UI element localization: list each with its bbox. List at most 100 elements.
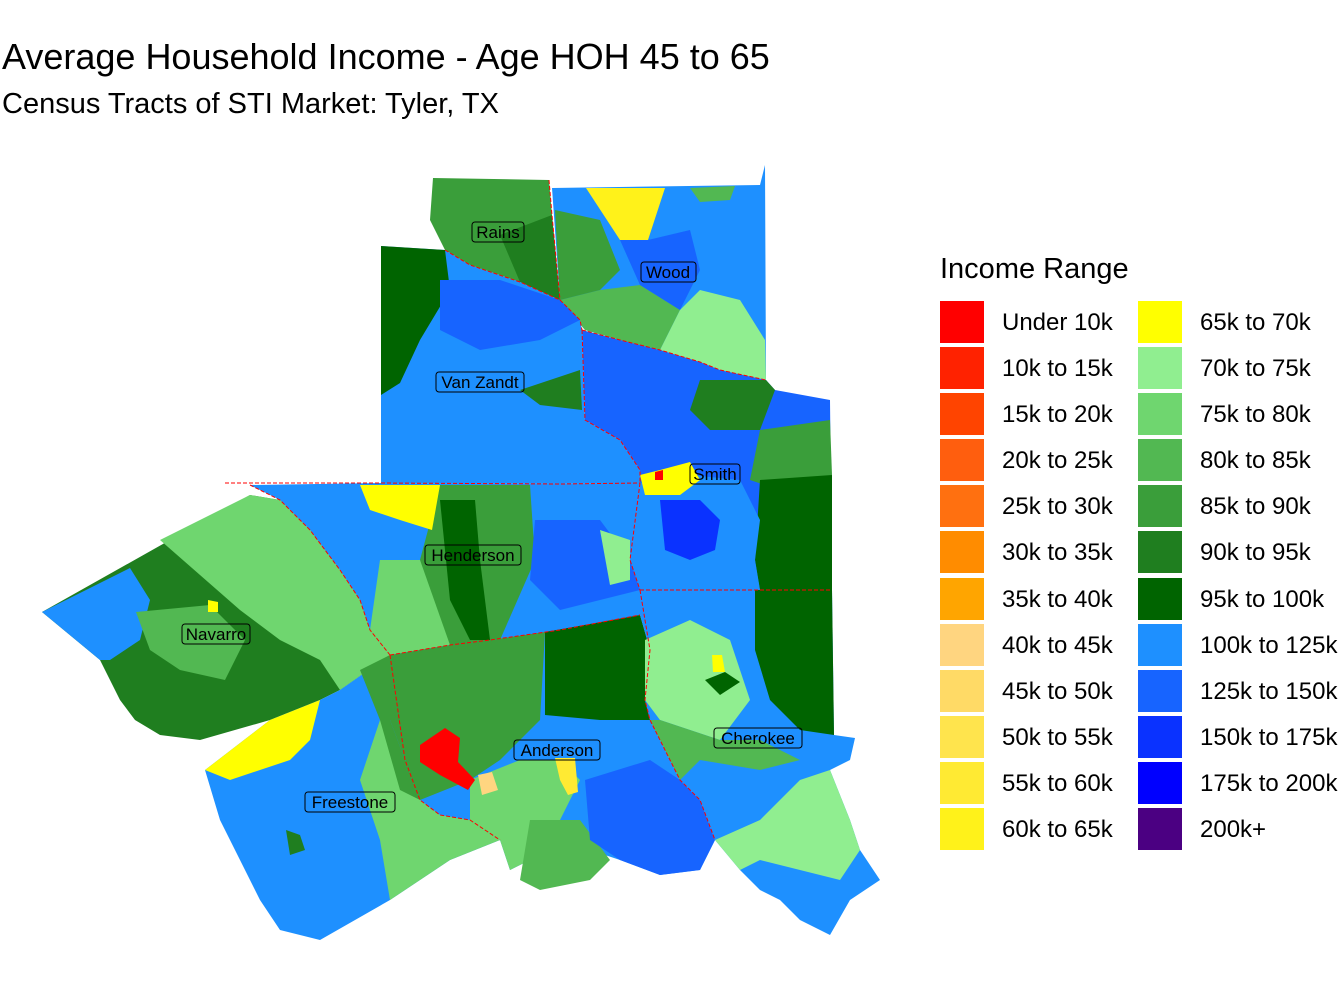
legend-swatch [1138, 301, 1182, 343]
legend-label: 45k to 50k [1002, 677, 1113, 705]
border-anderson-cherokee [639, 589, 716, 841]
tract-cherokee-yellow [712, 655, 725, 672]
legend-label: 90k to 95k [1200, 539, 1311, 567]
legend-label: 95k to 100k [1200, 585, 1325, 613]
legend-swatch [940, 623, 984, 666]
tract-wood-blue [620, 230, 700, 310]
tract-freestone-dg [286, 830, 305, 855]
tract-rains-east [500, 215, 560, 300]
tract-henderson-lightgreen [370, 560, 450, 655]
county-borders [225, 179, 832, 841]
legend-label: 55k to 60k [1002, 769, 1113, 797]
tract-cherokee-darkgreen [755, 590, 834, 735]
county-label-vanzandt: Van Zandt [435, 371, 525, 393]
legend-swatch [940, 669, 984, 712]
choropleth-map: Rains Wood Van Zandt Smith Henderson Nav… [42, 165, 880, 940]
tract-anderson-red [420, 728, 475, 790]
tract-smith-red [655, 470, 663, 480]
county-label-smith: Smith [689, 463, 741, 485]
county-label-freestone: Freestone [304, 791, 396, 813]
county-label-navarro: Navarro [181, 623, 251, 645]
tract-navarro-yellow [208, 600, 218, 612]
legend-label: 40k to 45k [1002, 631, 1113, 659]
tract-anderson-orange [478, 772, 498, 795]
legend-label: 25k to 30k [1002, 493, 1113, 521]
tract-vanzandt-darkgreen [381, 246, 450, 395]
county-label-rains: Rains [471, 221, 525, 243]
legend-swatch [1138, 577, 1182, 620]
legend-swatch [1138, 623, 1182, 666]
svg-text:Henderson: Henderson [431, 546, 514, 565]
border-henderson-smith [629, 482, 641, 591]
legend-swatch [940, 393, 984, 436]
legend-swatch [1138, 669, 1182, 712]
border-rains-wood [548, 179, 561, 301]
tract-navarro-blue [42, 568, 150, 660]
county-labels: Rains Wood Van Zandt Smith Henderson Nav… [181, 221, 803, 813]
tract-smith-green1 [690, 380, 775, 430]
border-anderson-freestone [389, 654, 501, 841]
legend-swatch [1138, 439, 1182, 482]
legend-label: 70k to 75k [1200, 355, 1311, 383]
tract-wood-green2 [555, 210, 620, 300]
county-label-anderson: Anderson [513, 739, 601, 761]
svg-text:Anderson: Anderson [521, 741, 594, 760]
border-henderson-anderson [389, 614, 641, 656]
tract-anderson-blue2 [585, 760, 715, 875]
legend-label: 85k to 90k [1200, 493, 1311, 521]
legend-swatch [940, 347, 984, 390]
tract-cherokee-lightgreen2 [715, 770, 860, 880]
legend-swatch [1138, 761, 1182, 804]
map-title: Average Household Income - Age HOH 45 to… [2, 36, 770, 77]
tract-henderson-darkgreen [440, 500, 490, 640]
county-label-wood: Wood [640, 261, 697, 283]
tract-freestone-green [360, 655, 420, 800]
tract-anderson-yellow [555, 758, 578, 795]
legend-swatch [940, 577, 984, 620]
tract-wood-green1 [560, 285, 680, 350]
legend-swatch [940, 808, 984, 851]
svg-text:Rains: Rains [476, 223, 519, 242]
legend-swatch [940, 715, 984, 758]
tract-smith-core [660, 500, 720, 560]
tract-cherokee-lightgreen [645, 620, 750, 740]
svg-text:Cherokee: Cherokee [721, 729, 795, 748]
legend-title: Income Range [940, 253, 1129, 285]
tract-henderson-lightgreen2 [600, 530, 630, 585]
tract-navarro-lightgreen [160, 495, 390, 690]
tract-smith-green2 [750, 420, 832, 490]
tract-polygons [42, 165, 880, 940]
legend-label: 35k to 40k [1002, 585, 1113, 613]
legend-swatch [940, 531, 984, 574]
legend-swatch [940, 761, 984, 804]
svg-text:Freestone: Freestone [312, 793, 389, 812]
legend-swatch [1138, 485, 1182, 528]
legend-swatch [1138, 531, 1182, 574]
legend-label: 200k+ [1200, 816, 1267, 844]
tract-vanzandt-blue2 [440, 280, 580, 350]
map-subtitle: Census Tracts of STI Market: Tyler, TX [2, 88, 499, 120]
tract-freestone-yellow [205, 700, 320, 780]
border-henderson-navarro [249, 484, 391, 656]
legend-swatch [940, 439, 984, 482]
border-wood-smith [581, 329, 767, 381]
tract-smith-darkgreen [755, 475, 832, 590]
legend-label: 75k to 80k [1200, 401, 1311, 429]
border-vanzandt-smith [581, 329, 641, 483]
legend-label: 15k to 20k [1002, 401, 1113, 429]
legend-label: Under 10k [1002, 309, 1113, 336]
legend-label: 10k to 15k [1002, 355, 1113, 383]
legend-swatch [1138, 347, 1182, 390]
legend-label: 175k to 200k [1200, 769, 1338, 797]
tract-cherokee-green [650, 720, 800, 780]
tract-wood-yellow [586, 188, 665, 240]
legend-label: 150k to 175k [1200, 723, 1338, 751]
tract-vanzandt-green [520, 370, 582, 410]
legend-label: 50k to 55k [1002, 723, 1113, 751]
legend-label: 80k to 85k [1200, 447, 1311, 475]
tract-cherokee-dg [705, 672, 740, 695]
legend-swatch [1138, 808, 1182, 851]
tract-wood-green3 [690, 186, 735, 202]
legend-label: 20k to 25k [1002, 447, 1113, 475]
legend-label: 30k to 35k [1002, 539, 1113, 567]
